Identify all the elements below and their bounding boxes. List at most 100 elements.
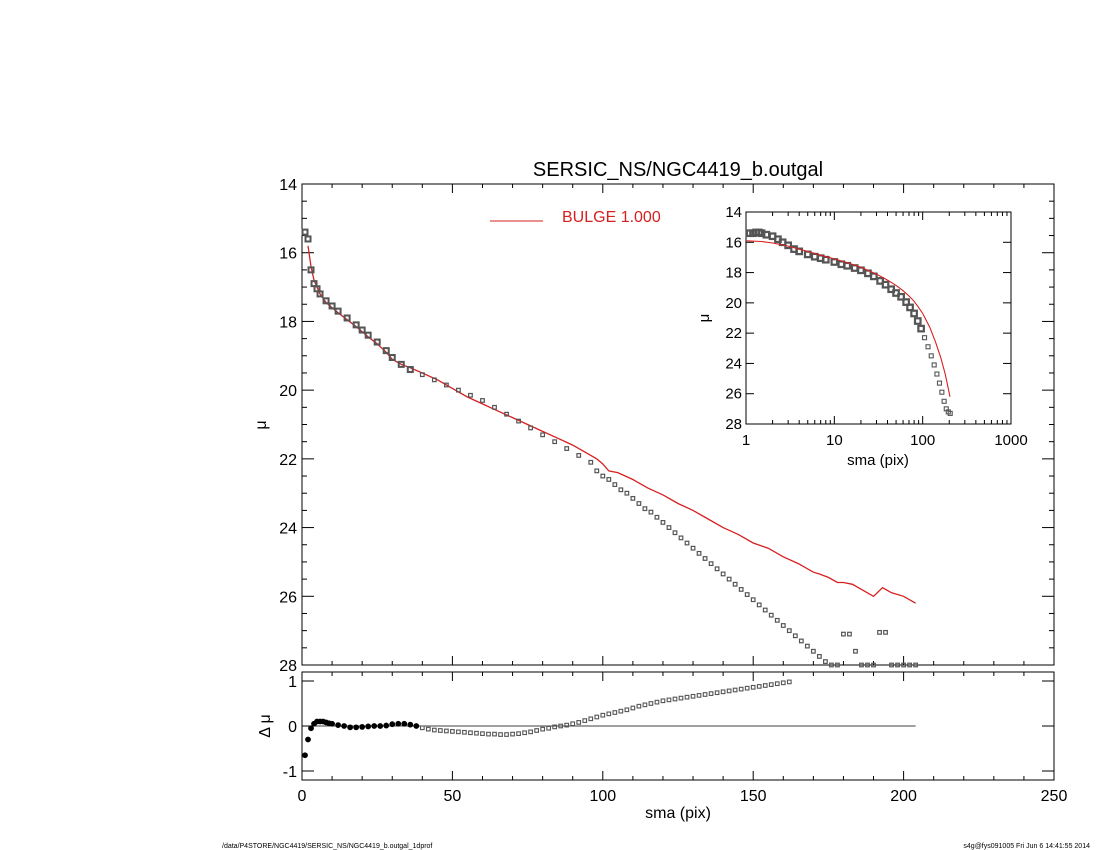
residual-data-point (486, 731, 491, 737)
inset-y-tick-label: 20 (725, 295, 742, 312)
residual-data-point (774, 681, 780, 687)
main-data-point (516, 418, 521, 424)
main-data-point (443, 382, 449, 388)
main-data-point (576, 453, 582, 458)
residual-data-point (413, 723, 420, 729)
main-data-point (744, 592, 750, 597)
residual-data-point (302, 752, 308, 759)
residual-data-point (762, 683, 768, 688)
main-data-point (714, 566, 720, 572)
residual-x-axis-label: sma (pix) (645, 805, 711, 822)
residual-data-point (642, 702, 648, 708)
inset-panel: 1 10 100 1000 14 16 18 20 22 24 26 28 sma (pix) μ (696, 204, 1028, 469)
residual-data-point (359, 724, 366, 730)
residual-data-point (702, 692, 708, 697)
residual-data-point (732, 687, 738, 693)
main-title: SERSIC_NS/NGC4419_b.outgal (533, 159, 823, 181)
residual-data-point (618, 708, 624, 714)
main-data-point (696, 550, 702, 556)
residual-data-point (606, 711, 612, 717)
residual-data-point (588, 716, 594, 722)
main-data-point (774, 617, 780, 623)
inset-data-point (925, 344, 931, 350)
main-data-point (343, 314, 351, 322)
residual-x-tick-label: 100 (589, 788, 616, 805)
inset-y-tick-label: 26 (725, 386, 742, 403)
residual-data-point (756, 684, 762, 689)
inset-y-tick-label: 16 (725, 234, 742, 251)
main-data-point (552, 439, 558, 445)
main-data-point (804, 643, 810, 649)
residual-data-point (341, 723, 348, 729)
main-data-point (600, 473, 606, 479)
main-y-axis-label: μ (253, 420, 270, 429)
residual-data-point (540, 726, 545, 732)
main-y-tick-label: 16 (279, 246, 297, 263)
main-y-tick-label: 28 (279, 658, 297, 675)
main-data-point (738, 587, 744, 592)
residual-data-point (684, 694, 690, 700)
main-data-point (901, 662, 906, 668)
main-data-point (822, 659, 828, 664)
residual-data-point (401, 720, 408, 727)
residual-data-point (630, 705, 636, 711)
main-data-point (829, 662, 834, 668)
main-data-point (504, 411, 509, 417)
main-data-point (853, 648, 858, 654)
inset-data-point (906, 303, 914, 312)
residual-data-point (690, 693, 696, 699)
residual-data-point (329, 720, 335, 727)
main-data-point (594, 468, 600, 474)
residual-data-point (546, 725, 552, 731)
inset-data-point (921, 335, 928, 341)
main-data-point (907, 662, 913, 668)
residual-data-point (714, 690, 720, 696)
main-data-point (388, 354, 396, 362)
main-data-point (792, 633, 798, 639)
residual-data-point (648, 701, 654, 706)
main-data-point (334, 307, 342, 315)
legend: BULGE 1.000 (490, 209, 661, 226)
main-data-point (624, 490, 630, 496)
main-data-point (606, 477, 612, 482)
inset-y-tick-label: 18 (725, 265, 742, 282)
main-data-point (672, 530, 678, 536)
main-data-point (480, 398, 485, 403)
inset-data-point (928, 353, 934, 359)
main-data-point (304, 235, 312, 243)
residual-data-point (522, 730, 527, 736)
main-data-point (798, 638, 804, 644)
residual-data-point (395, 720, 402, 727)
residual-data-point (347, 724, 354, 731)
main-data-point (810, 648, 816, 654)
residual-data-point (720, 689, 726, 695)
inset-data-point (936, 380, 943, 386)
main-y-tick-label: 24 (279, 521, 297, 538)
residual-data-point (425, 726, 431, 732)
residual-data-point (371, 723, 378, 729)
inset-model-line (745, 240, 951, 397)
inset-x-tick-label: 100 (910, 432, 935, 449)
main-data-point (913, 662, 919, 668)
residual-data-point (654, 699, 660, 705)
residual-data-point (576, 720, 582, 725)
inset-data-point (913, 317, 922, 325)
residual-data-point (419, 725, 425, 731)
residual-data-point (672, 696, 678, 702)
main-data-point (456, 387, 461, 393)
main-data-point (660, 520, 666, 525)
inset-ticks: 1 10 100 1000 14 16 18 20 22 24 26 28 (725, 204, 1027, 449)
residual-data-point (558, 723, 564, 729)
inset-data-point (881, 280, 890, 289)
main-data-point (666, 525, 672, 530)
residual-x-tick-label: 150 (740, 788, 767, 805)
main-data-point (895, 662, 900, 668)
main-data-point (431, 377, 437, 383)
main-data-point (364, 331, 372, 339)
main-data-point (816, 654, 822, 659)
main-data-point (301, 228, 309, 236)
main-data-point (612, 482, 618, 488)
main-data-point (871, 662, 876, 668)
